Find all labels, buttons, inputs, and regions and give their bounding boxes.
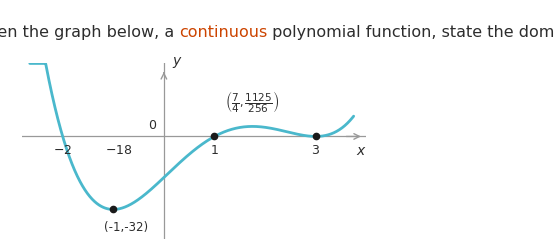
Text: $-18$: $-18$ [104, 144, 132, 157]
Text: $\left(\dfrac{7}{4},\dfrac{1125}{256}\right)$: $\left(\dfrac{7}{4},\dfrac{1125}{256}\ri… [225, 89, 280, 115]
Text: x: x [356, 144, 364, 158]
Text: $1$: $1$ [210, 144, 219, 157]
Text: y: y [173, 54, 181, 68]
Text: 0: 0 [148, 119, 157, 132]
Text: $3$: $3$ [311, 144, 320, 157]
Text: (-1,-32): (-1,-32) [104, 221, 148, 234]
Text: polynomial function, state the domain.: polynomial function, state the domain. [268, 25, 555, 40]
Text: $-2$: $-2$ [53, 144, 72, 157]
Text: continuous: continuous [179, 25, 268, 40]
Text: Given the graph below, a: Given the graph below, a [0, 25, 179, 40]
